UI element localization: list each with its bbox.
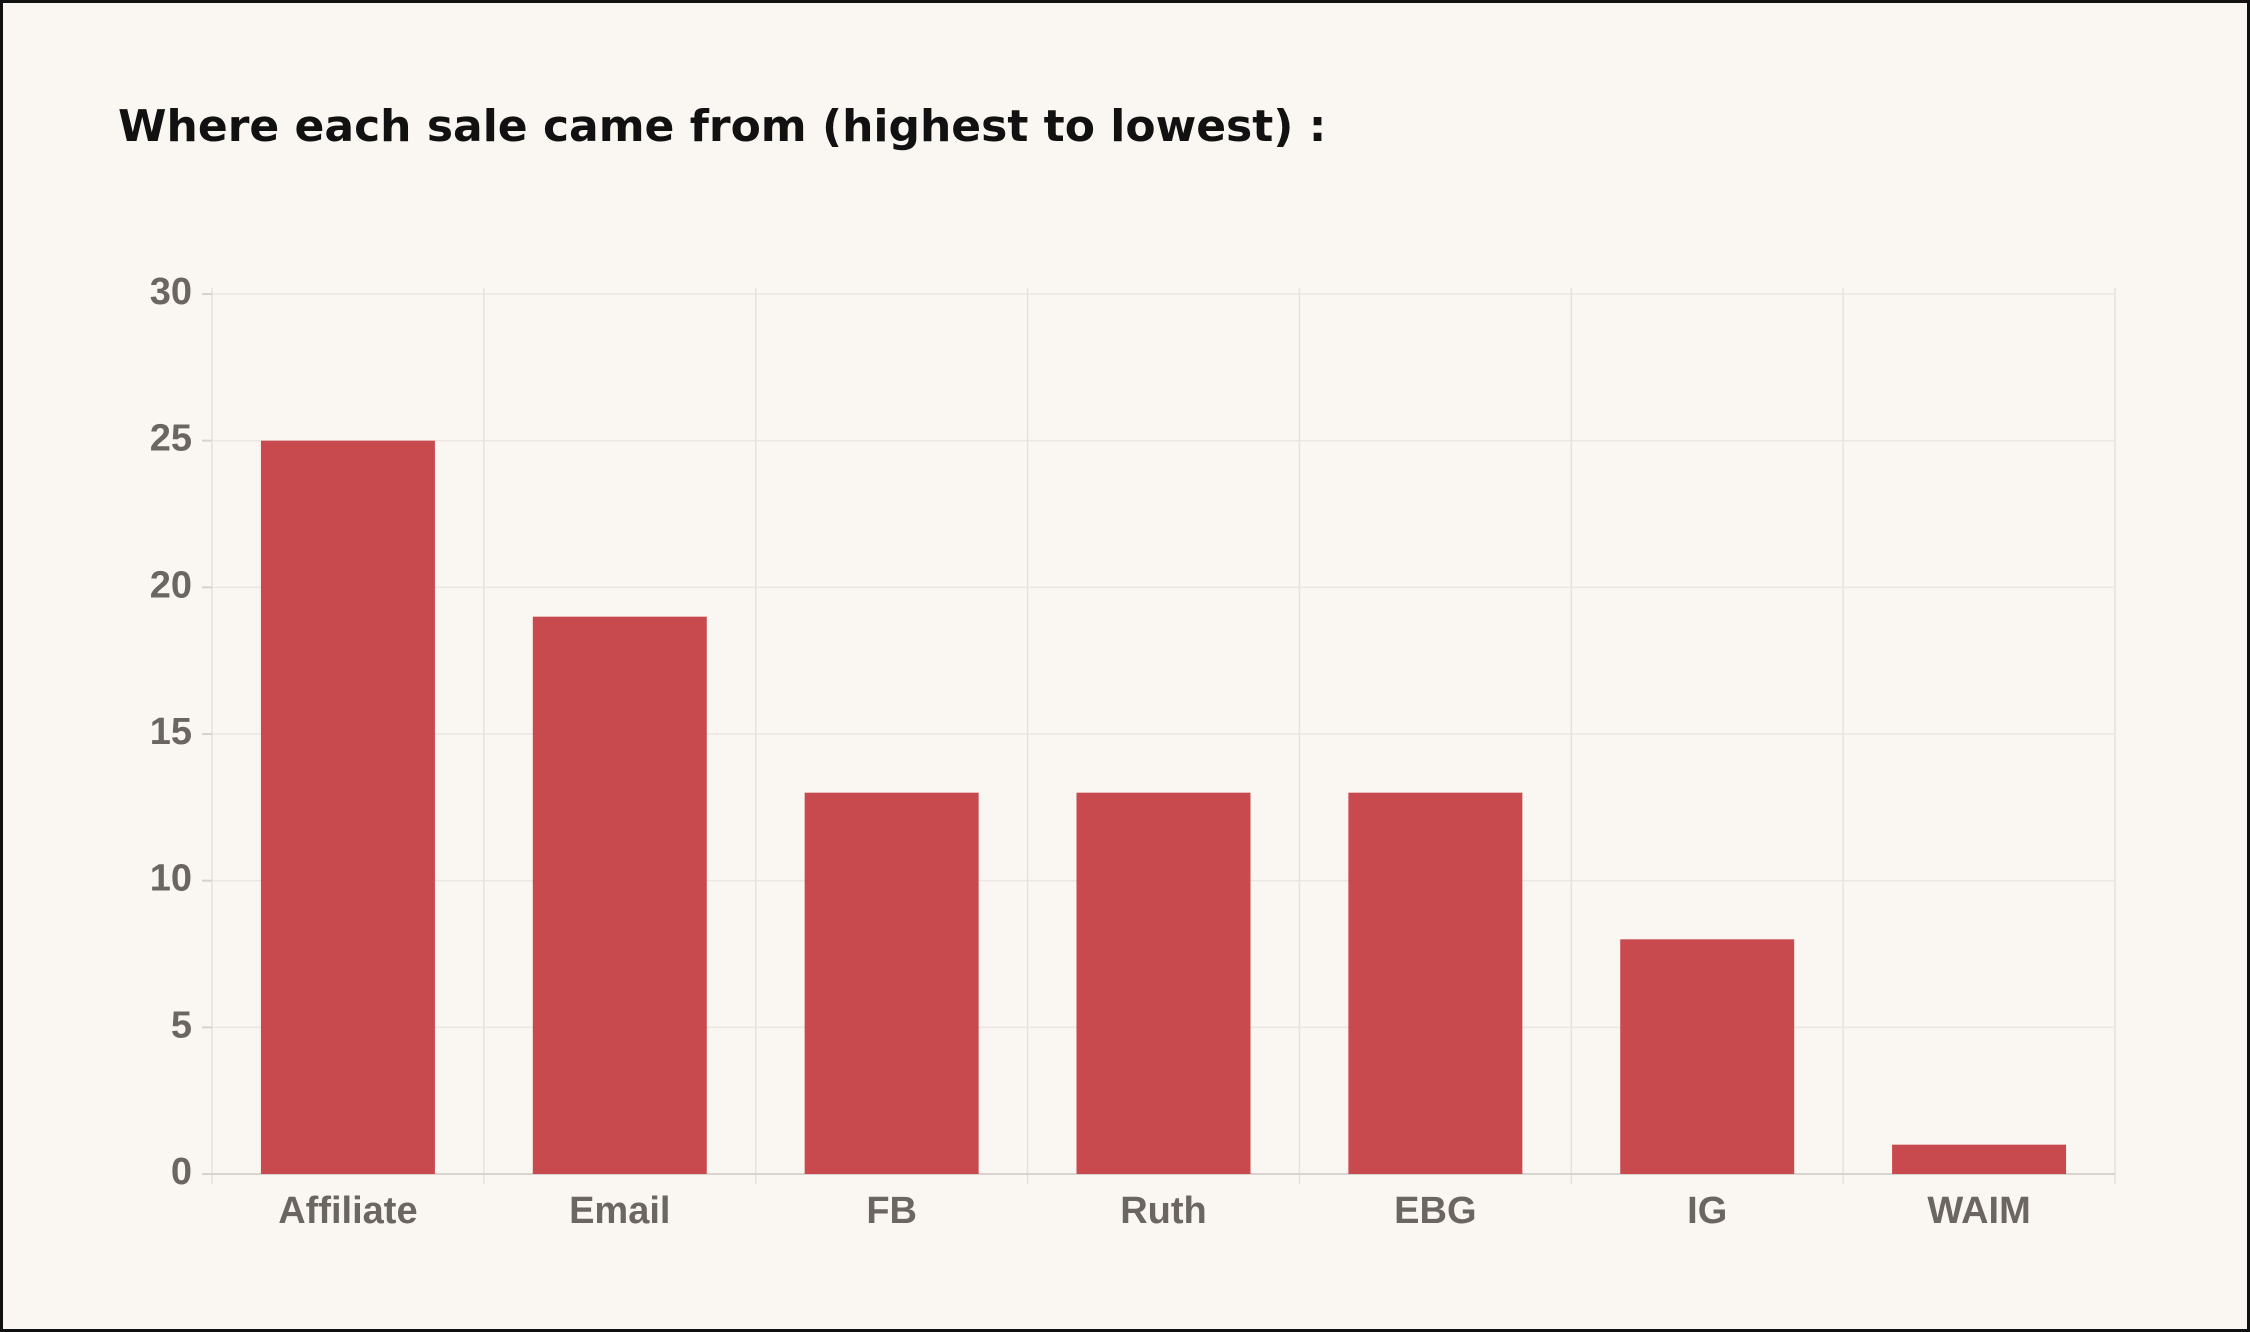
y-tick-label: 10 — [150, 858, 192, 900]
y-tick-label: 20 — [150, 564, 192, 606]
x-tick-label: Email — [569, 1190, 670, 1232]
x-tick-label: EBG — [1394, 1190, 1476, 1232]
bar — [1348, 792, 1523, 1174]
x-tick-label: Ruth — [1120, 1190, 1207, 1232]
y-tick-label: 30 — [150, 271, 192, 313]
bar — [532, 616, 707, 1174]
y-tick-label: 5 — [171, 1004, 192, 1046]
x-tick-label: Affiliate — [278, 1190, 417, 1232]
y-tick-label: 25 — [150, 418, 192, 460]
bar — [1076, 792, 1251, 1174]
x-tick-label: IG — [1687, 1190, 1727, 1232]
x-tick-label: WAIM — [1927, 1190, 2030, 1232]
bar — [260, 440, 435, 1175]
bar — [804, 792, 979, 1174]
x-tick-label: FB — [866, 1190, 917, 1232]
bar — [1620, 939, 1795, 1174]
y-tick-label: 0 — [171, 1151, 192, 1193]
bar — [1892, 1144, 2067, 1174]
chart-title: Where each sale came from (highest to lo… — [118, 101, 1326, 152]
y-tick-label: 15 — [150, 711, 192, 753]
